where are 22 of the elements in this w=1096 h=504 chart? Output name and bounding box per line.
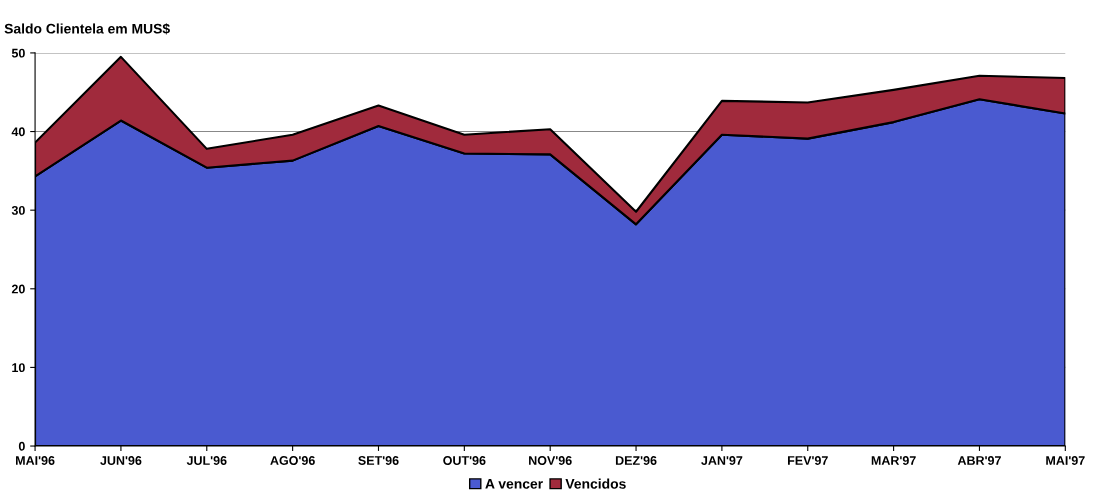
x-tick-label: FEV'97 (788, 456, 828, 465)
x-tick-label: AGO'96 (270, 456, 315, 465)
x-tick-label: SET'96 (358, 456, 399, 465)
y-tick-label: 50 (11, 48, 25, 58)
x-tick-label: ABR'97 (957, 456, 1001, 465)
x-tick-label: JAN'97 (701, 456, 743, 465)
x-tick-label: DEZ'96 (615, 456, 657, 465)
y-tick-label: 40 (11, 127, 25, 137)
x-tick-label: NOV'96 (529, 456, 572, 465)
legend-label: Vencidos (565, 478, 626, 489)
x-tick-label: JUN'96 (100, 456, 142, 465)
y-tick-label: 10 (12, 363, 25, 373)
x-tick-label: MAI'97 (1046, 456, 1085, 465)
chart-title: Saldo Clientela em MUS$ (4, 23, 170, 35)
x-tick-label: MAI'96 (16, 456, 55, 465)
y-tick-label: 20 (11, 284, 25, 294)
x-tick-label: MAR'97 (871, 456, 916, 465)
legend-label: A vencer (485, 479, 543, 489)
y-tick-label: 30 (11, 205, 25, 215)
x-tick-label: JUL'96 (186, 456, 227, 465)
y-tick-label: 0 (18, 441, 25, 451)
x-tick-label: OUT'96 (443, 456, 486, 465)
